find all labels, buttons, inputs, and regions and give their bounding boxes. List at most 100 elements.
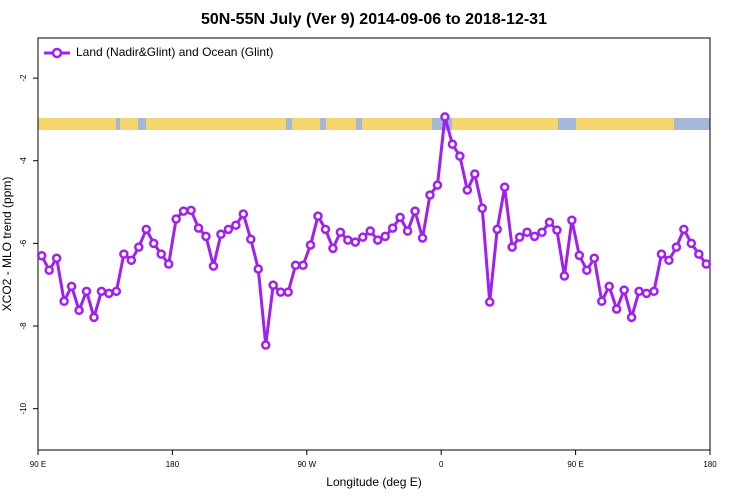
data-point (402, 226, 413, 236)
data-point (89, 312, 99, 323)
data-point (290, 260, 301, 271)
data-point (679, 224, 689, 235)
data-point (283, 287, 293, 297)
data-point (268, 280, 278, 290)
data-point (664, 255, 674, 266)
legend-marker (51, 47, 63, 59)
data-point (470, 169, 480, 179)
data-point (447, 139, 458, 149)
data-point (671, 242, 682, 252)
data-point (477, 203, 488, 214)
data-point (96, 286, 107, 297)
x-axis-label: Longitude (deg E) (326, 475, 421, 489)
data-point (358, 232, 368, 242)
chart-title: 50N-55N July (Ver 9) 2014-09-06 to 2018-… (201, 11, 547, 28)
data-point (260, 340, 271, 350)
x-tick-label: 0 (439, 460, 444, 469)
data-point (51, 253, 62, 264)
data-point (141, 224, 152, 235)
data-point (36, 251, 47, 261)
data-point (104, 288, 114, 299)
data-point (492, 224, 502, 235)
data-point (246, 234, 256, 244)
x-tick-label: 90 W (297, 460, 316, 469)
data-point (305, 240, 316, 250)
data-point (559, 271, 570, 281)
data-point (432, 180, 443, 190)
data-point (163, 259, 174, 269)
data-point (59, 296, 69, 306)
data-point (649, 286, 659, 297)
data-point (656, 249, 667, 259)
data-point (350, 237, 361, 247)
data-point (686, 238, 697, 249)
data-point (119, 249, 129, 259)
data-point (343, 235, 353, 245)
data-point (81, 286, 92, 297)
data-point (440, 112, 450, 122)
data-point (193, 223, 204, 233)
y-tick-label: -4 (19, 157, 28, 165)
data-point (410, 206, 420, 216)
data-point (148, 238, 159, 249)
x-tick-label: 90 E (30, 460, 46, 469)
data-point (253, 264, 264, 274)
data-point (66, 281, 77, 292)
data-point (619, 285, 629, 295)
data-point (417, 233, 428, 243)
data-point (275, 287, 286, 297)
data-point (567, 215, 577, 225)
data-point (178, 206, 189, 216)
legend-label: Land (Nadir&Glint) and Ocean (Glint) (76, 45, 273, 59)
data-point (44, 265, 54, 275)
data-point (596, 296, 607, 306)
data-point (694, 249, 704, 259)
data-point (395, 212, 405, 223)
data-point (484, 297, 495, 307)
data-point (514, 232, 525, 242)
land-ocean-band (38, 118, 710, 130)
y-tick-label: -10 (19, 402, 28, 414)
data-point (529, 231, 540, 242)
data-point (328, 243, 338, 254)
data-point (634, 286, 644, 297)
data-point (372, 235, 383, 245)
y-tick-label: -8 (19, 322, 28, 330)
data-point (156, 249, 166, 259)
data-point (126, 255, 137, 266)
data-point (701, 259, 712, 269)
data-point (134, 242, 144, 252)
data-point (201, 231, 211, 242)
data-point (223, 224, 234, 235)
data-point (455, 151, 465, 161)
data-point (216, 229, 226, 240)
data-point (507, 242, 517, 252)
x-tick-label: 90 E (567, 460, 583, 469)
data-point (552, 225, 562, 235)
data-point (462, 185, 473, 195)
data-point (611, 304, 622, 314)
data-point (231, 220, 241, 230)
data-point (537, 227, 547, 237)
data-point (499, 182, 510, 192)
data-point (522, 227, 532, 237)
data-point (387, 223, 398, 233)
data-point (380, 231, 390, 242)
data-point (74, 305, 84, 316)
data-point (589, 253, 600, 264)
data-point (544, 217, 555, 228)
data-point (320, 224, 331, 235)
data-point (365, 226, 376, 236)
data-point (425, 190, 435, 200)
y-tick-label: -6 (19, 239, 28, 247)
data-point (626, 312, 637, 323)
data-point (582, 265, 592, 275)
data-point (186, 205, 196, 216)
data-point (238, 209, 249, 219)
data-point (313, 211, 323, 221)
data-point (604, 281, 614, 292)
x-tick-label: 180 (703, 460, 717, 469)
x-tick-label: 180 (166, 460, 180, 469)
y-axis-label: XCO2 - MLO trend (ppm) (0, 177, 14, 312)
